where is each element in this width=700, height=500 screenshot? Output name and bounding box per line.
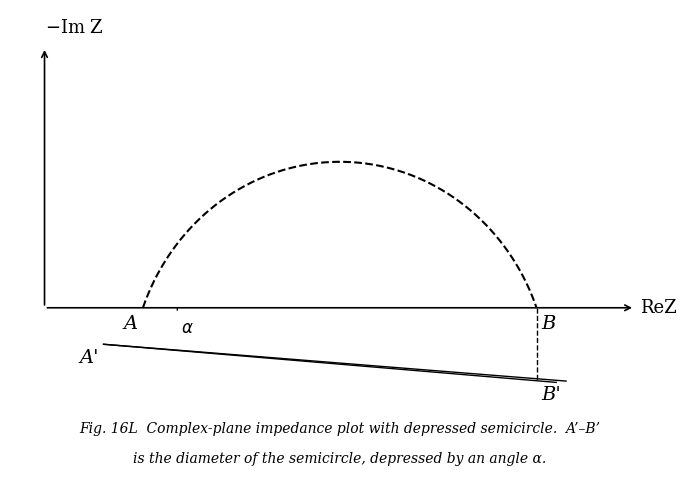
Text: A: A xyxy=(124,315,138,333)
Text: is the diameter of the semicircle, depressed by an angle α.: is the diameter of the semicircle, depre… xyxy=(133,452,547,466)
Text: $-$Im Z: $-$Im Z xyxy=(45,18,104,36)
Text: ReZ: ReZ xyxy=(640,299,677,317)
Text: B': B' xyxy=(542,386,561,404)
Text: A': A' xyxy=(79,350,99,368)
Text: Fig. 16L  Complex-plane impedance plot with depressed semicircle.  A’–B’: Fig. 16L Complex-plane impedance plot wi… xyxy=(79,422,600,436)
Text: B: B xyxy=(542,315,556,333)
Text: $\alpha$: $\alpha$ xyxy=(181,320,194,338)
